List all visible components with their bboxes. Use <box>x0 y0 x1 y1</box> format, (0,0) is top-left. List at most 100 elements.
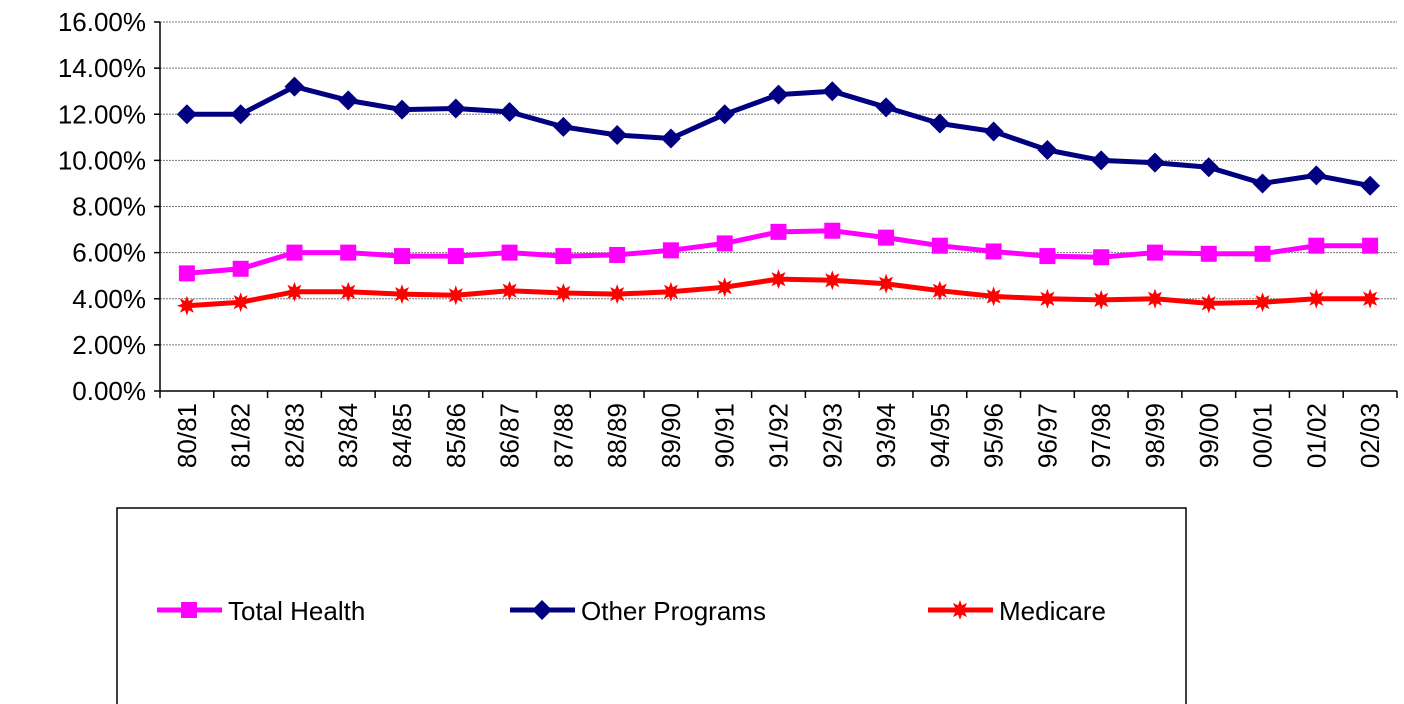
marker <box>768 269 789 290</box>
x-tick-label: 96/97 <box>1032 403 1062 468</box>
marker <box>929 280 950 301</box>
x-tick-label: 90/91 <box>710 403 740 468</box>
x-tick-label: 89/90 <box>656 403 686 468</box>
marker <box>284 76 305 97</box>
x-tick-label: 98/99 <box>1140 403 1170 468</box>
y-tick-label: 14.00% <box>58 53 146 83</box>
y-tick-label: 6.00% <box>72 238 146 268</box>
marker <box>662 242 679 259</box>
marker <box>876 273 897 294</box>
marker <box>1146 244 1163 261</box>
x-tick-label: 92/93 <box>817 403 847 468</box>
y-tick-label: 16.00% <box>58 7 146 37</box>
marker <box>447 248 464 265</box>
marker <box>1037 139 1058 160</box>
marker <box>1144 152 1165 173</box>
marker <box>553 116 574 137</box>
marker <box>178 265 195 282</box>
marker <box>555 248 572 265</box>
marker <box>176 104 197 125</box>
marker <box>232 260 249 277</box>
x-tick-label: 93/94 <box>871 403 901 468</box>
marker <box>876 97 897 118</box>
marker <box>499 101 520 122</box>
x-tick-label: 81/82 <box>226 403 256 468</box>
marker <box>1198 293 1219 314</box>
marker <box>768 84 789 105</box>
marker <box>714 104 735 125</box>
marker <box>983 121 1004 142</box>
marker <box>1039 248 1056 265</box>
marker <box>284 281 305 302</box>
marker <box>824 222 841 239</box>
marker <box>338 90 359 111</box>
marker <box>445 98 466 119</box>
y-tick-label: 12.00% <box>58 99 146 129</box>
x-tick-label: 85/86 <box>441 403 471 468</box>
marker <box>1306 288 1327 309</box>
x-tick-label: 83/84 <box>333 403 363 468</box>
x-tick-label: 94/95 <box>925 403 955 468</box>
marker <box>553 283 574 303</box>
marker <box>929 113 950 134</box>
x-tick-label: 99/00 <box>1194 403 1224 468</box>
y-tick-label: 0.00% <box>72 376 146 406</box>
marker <box>607 125 628 146</box>
x-tick-label: 80/81 <box>172 403 202 468</box>
marker <box>607 284 628 305</box>
marker <box>1037 288 1058 309</box>
x-tick-label: 02/03 <box>1355 403 1385 468</box>
marker <box>985 243 1002 260</box>
marker <box>931 237 948 254</box>
marker <box>1306 165 1327 186</box>
legend-box <box>116 507 1187 704</box>
marker <box>822 81 843 102</box>
marker <box>338 281 359 302</box>
marker <box>394 248 411 265</box>
marker <box>660 281 681 302</box>
x-tick-label: 01/02 <box>1301 403 1331 468</box>
x-tick-label: 91/92 <box>764 403 794 468</box>
marker <box>1360 175 1381 196</box>
y-tick-label: 10.00% <box>58 145 146 175</box>
marker <box>1198 157 1219 178</box>
x-tick-label: 97/98 <box>1086 403 1116 468</box>
marker <box>983 286 1004 307</box>
marker <box>878 229 895 246</box>
y-tick-label: 8.00% <box>72 192 146 222</box>
y-tick-label: 4.00% <box>72 284 146 314</box>
marker <box>445 285 466 306</box>
marker <box>1091 289 1112 310</box>
x-tick-label: 87/88 <box>548 403 578 468</box>
marker <box>714 277 735 298</box>
series <box>176 269 1381 316</box>
marker <box>230 104 251 125</box>
marker <box>770 223 787 240</box>
marker <box>822 270 843 291</box>
marker <box>392 284 412 305</box>
marker <box>1252 173 1273 194</box>
marker <box>501 244 518 261</box>
legend-label: Other Programs <box>581 596 766 626</box>
marker <box>230 292 251 313</box>
marker <box>286 244 303 261</box>
x-tick-label: 95/96 <box>979 403 1009 468</box>
x-tick-label: 86/87 <box>495 403 525 468</box>
marker <box>176 295 197 316</box>
legend-label: Medicare <box>999 596 1106 626</box>
legend-label: Total Health <box>228 596 365 626</box>
marker <box>716 235 733 252</box>
marker <box>1254 245 1271 262</box>
marker <box>1252 292 1273 313</box>
marker <box>950 600 970 620</box>
marker <box>181 602 197 618</box>
marker <box>392 99 413 120</box>
marker <box>1145 288 1165 309</box>
marker <box>1360 288 1381 309</box>
series <box>176 76 1381 196</box>
y-tick-label: 2.00% <box>72 330 146 360</box>
marker <box>1200 245 1217 262</box>
marker <box>499 280 520 301</box>
